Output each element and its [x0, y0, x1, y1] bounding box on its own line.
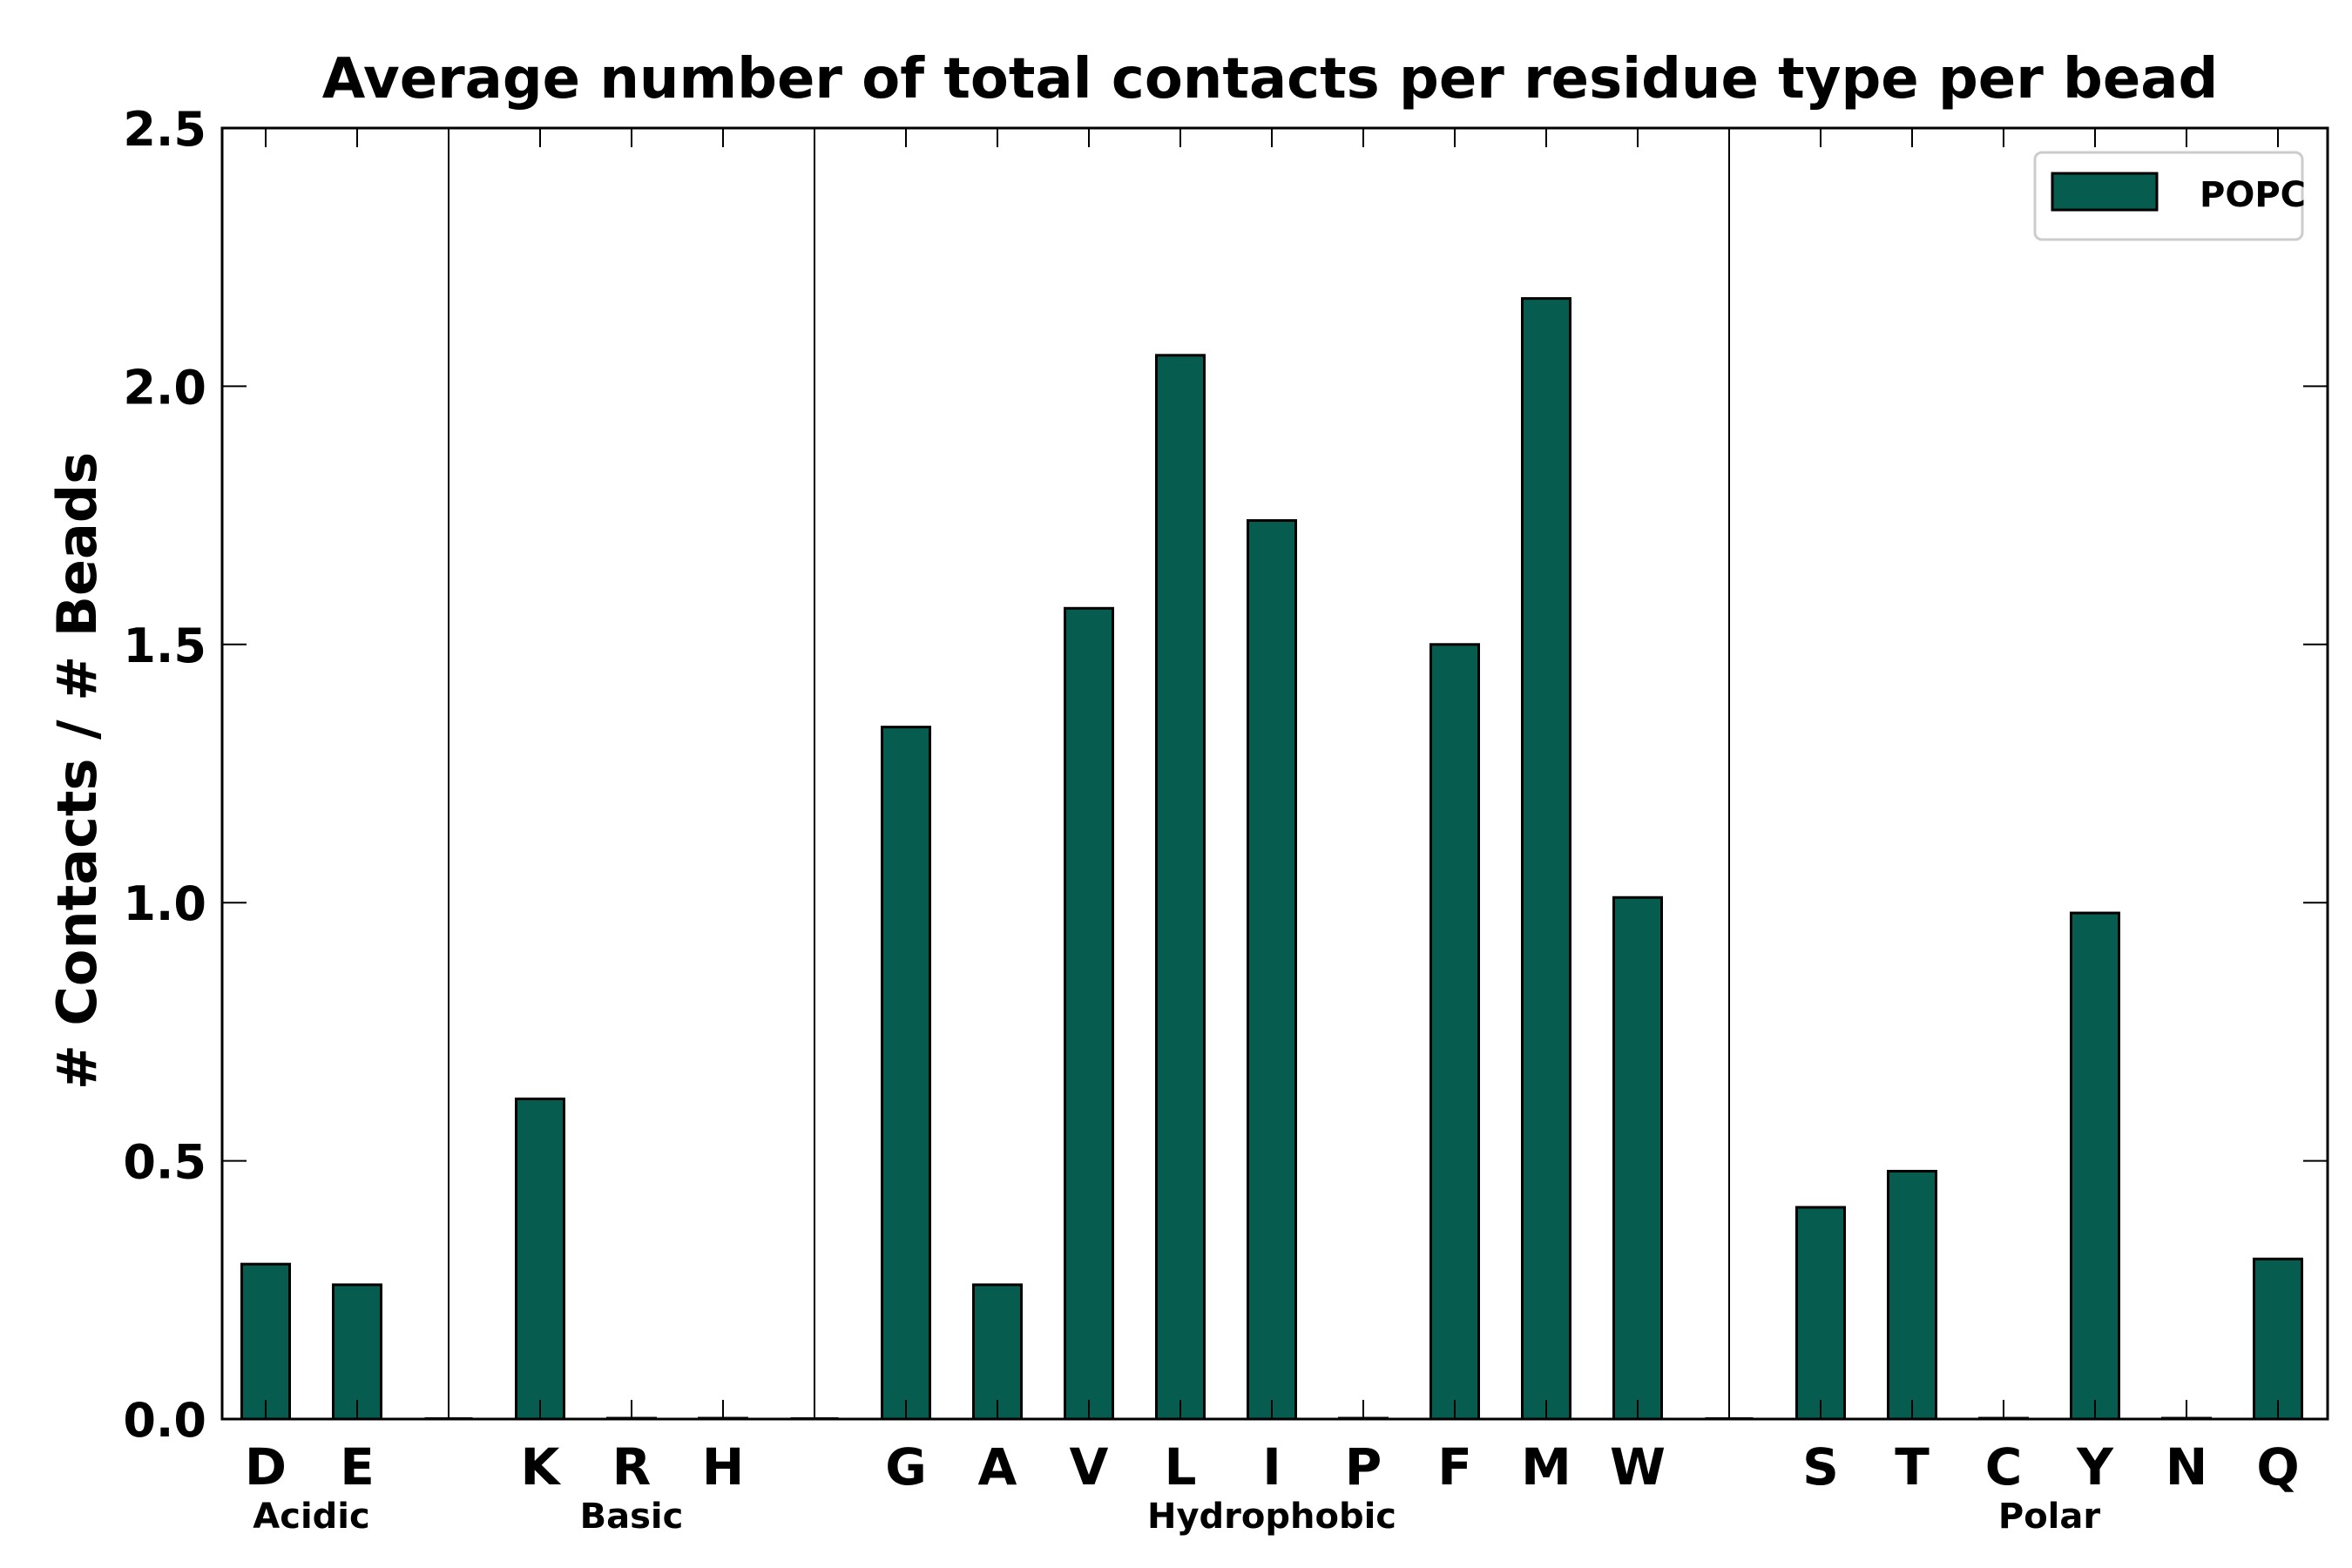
chart-title: Average number of total contacts per res… [322, 47, 2219, 112]
group-label-hydrophobic: Hydrophobic [1147, 1497, 1396, 1537]
bar-q [2253, 1257, 2303, 1421]
x-tick-label-a: A [978, 1437, 1017, 1497]
y-axis-label: # Contacts / # Beads [45, 452, 109, 1090]
group-label-basic: Basic [580, 1497, 684, 1537]
x-tick-label-c: C [1985, 1437, 2023, 1497]
x-tick-label-g: G [885, 1437, 927, 1497]
bar-t [1887, 1169, 1937, 1421]
x-tick-label-s: S [1802, 1437, 1839, 1497]
bar-m [1521, 297, 1571, 1421]
bar-s [1795, 1206, 1846, 1421]
y-tick-label: 1.5 [123, 618, 206, 673]
bar-a [972, 1283, 1023, 1421]
x-tick-label-k: K [521, 1437, 562, 1497]
bar-w [1612, 896, 1663, 1421]
x-tick-label-w: W [1610, 1437, 1666, 1497]
x-tick-label-r: R [612, 1437, 652, 1497]
x-tick-label-l: L [1165, 1437, 1197, 1497]
bar-v [1064, 606, 1114, 1421]
bar-d [240, 1262, 291, 1421]
group-label-polar: Polar [1998, 1497, 2101, 1537]
plot-area: D E K R H G A V L I P F M W S T C Y N Q Acidic Basic Hydrophob… [123, 102, 2329, 1537]
bar-i [1247, 519, 1297, 1421]
x-tick-label-f: F [1437, 1437, 1472, 1497]
x-tick-label-i: I [1262, 1437, 1281, 1497]
legend: POPC [2033, 151, 2306, 241]
y-tick-label: 2.5 [123, 102, 206, 157]
x-tick-label-t: T [1895, 1437, 1930, 1497]
x-tick-label-d: D [245, 1437, 287, 1497]
x-tick-label-y: Y [2076, 1437, 2114, 1497]
bar-y [2070, 911, 2120, 1421]
y-tick-label: 0.0 [123, 1393, 206, 1448]
x-tick-label-m: M [1521, 1437, 1571, 1497]
x-tick-label-h: H [702, 1437, 745, 1497]
x-tick-label-v: V [1070, 1437, 1109, 1497]
bar-k [515, 1097, 565, 1421]
bar-l [1155, 354, 1206, 1421]
bar-g [881, 726, 931, 1421]
x-tick-label-q: Q [2256, 1437, 2299, 1497]
bar-e [332, 1283, 382, 1421]
y-tick-label: 0.5 [123, 1135, 206, 1190]
y-tick-label: 1.0 [123, 876, 206, 931]
legend-swatch-popc [2051, 172, 2159, 212]
x-tick-label-p: P [1345, 1437, 1382, 1497]
bar-f [1429, 643, 1480, 1421]
group-label-acidic: Acidic [253, 1497, 369, 1537]
x-tick-label-n: N [2166, 1437, 2208, 1497]
y-tick-label: 2.0 [123, 360, 206, 415]
x-tick-label-e: E [340, 1437, 375, 1497]
legend-label-popc: POPC [2200, 175, 2306, 215]
